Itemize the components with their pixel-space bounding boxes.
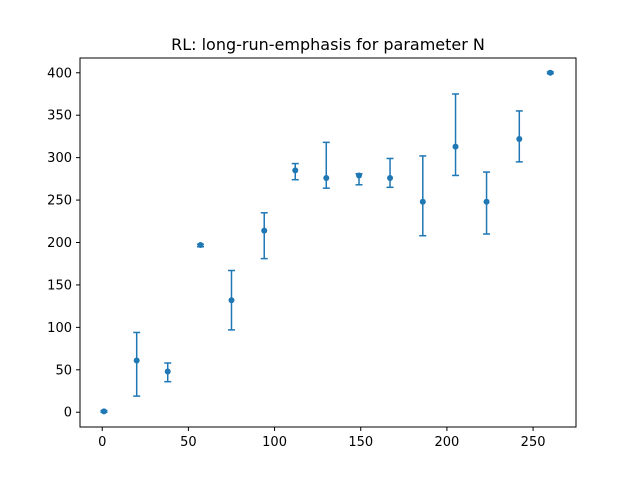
y-tick-label: 350 bbox=[47, 109, 72, 124]
data-point-group bbox=[515, 110, 523, 163]
y-tick-label: 250 bbox=[47, 194, 72, 209]
data-point-group bbox=[419, 155, 427, 237]
data-point bbox=[228, 297, 235, 304]
data-point-group bbox=[291, 162, 299, 181]
data-point-group bbox=[546, 69, 554, 76]
x-tick-label: 100 bbox=[262, 435, 287, 450]
data-point bbox=[452, 143, 459, 150]
y-tick-label: 300 bbox=[47, 151, 72, 166]
x-tick-label: 200 bbox=[435, 435, 460, 450]
data-point bbox=[261, 227, 268, 234]
data-point bbox=[483, 198, 490, 205]
data-point bbox=[197, 242, 204, 249]
y-tick-label: 50 bbox=[55, 363, 72, 378]
plot-frame bbox=[79, 57, 577, 428]
x-tick-label: 250 bbox=[521, 435, 546, 450]
x-tick-label: 0 bbox=[98, 435, 106, 450]
chart-title: RL: long-run-emphasis for parameter N bbox=[171, 35, 485, 54]
x-tick-label: 50 bbox=[180, 435, 197, 450]
y-tick-label: 100 bbox=[47, 321, 72, 336]
data-point-group bbox=[386, 157, 394, 189]
data-point bbox=[387, 175, 394, 182]
data-point bbox=[100, 408, 107, 415]
axis-ticks: 0 50 100 150 200 250 0 50 100 150 200 250 300 350 400 bbox=[47, 66, 545, 450]
data-point bbox=[133, 357, 140, 364]
data-point bbox=[419, 198, 426, 205]
data-point bbox=[164, 368, 171, 375]
data-point-group bbox=[322, 141, 330, 189]
data-point bbox=[323, 175, 330, 182]
y-tick-label: 400 bbox=[47, 66, 72, 81]
data-point-group bbox=[260, 212, 268, 260]
data-point bbox=[292, 167, 299, 174]
data-point-group bbox=[355, 172, 363, 186]
data-point-group bbox=[452, 93, 460, 177]
y-tick-label: 200 bbox=[47, 236, 72, 251]
data-point-group bbox=[483, 171, 491, 235]
data-point-group bbox=[100, 408, 108, 415]
data-point bbox=[547, 69, 554, 76]
x-tick-label: 150 bbox=[348, 435, 373, 450]
y-tick-label: 150 bbox=[47, 278, 72, 293]
data-point bbox=[516, 135, 523, 142]
data-point-group bbox=[196, 242, 204, 249]
data-point-group bbox=[133, 331, 141, 397]
data-point-group bbox=[227, 269, 235, 331]
data-point bbox=[356, 172, 363, 179]
data-point-group bbox=[164, 362, 172, 383]
data-marks bbox=[100, 69, 554, 415]
y-tick-label: 0 bbox=[64, 406, 72, 421]
